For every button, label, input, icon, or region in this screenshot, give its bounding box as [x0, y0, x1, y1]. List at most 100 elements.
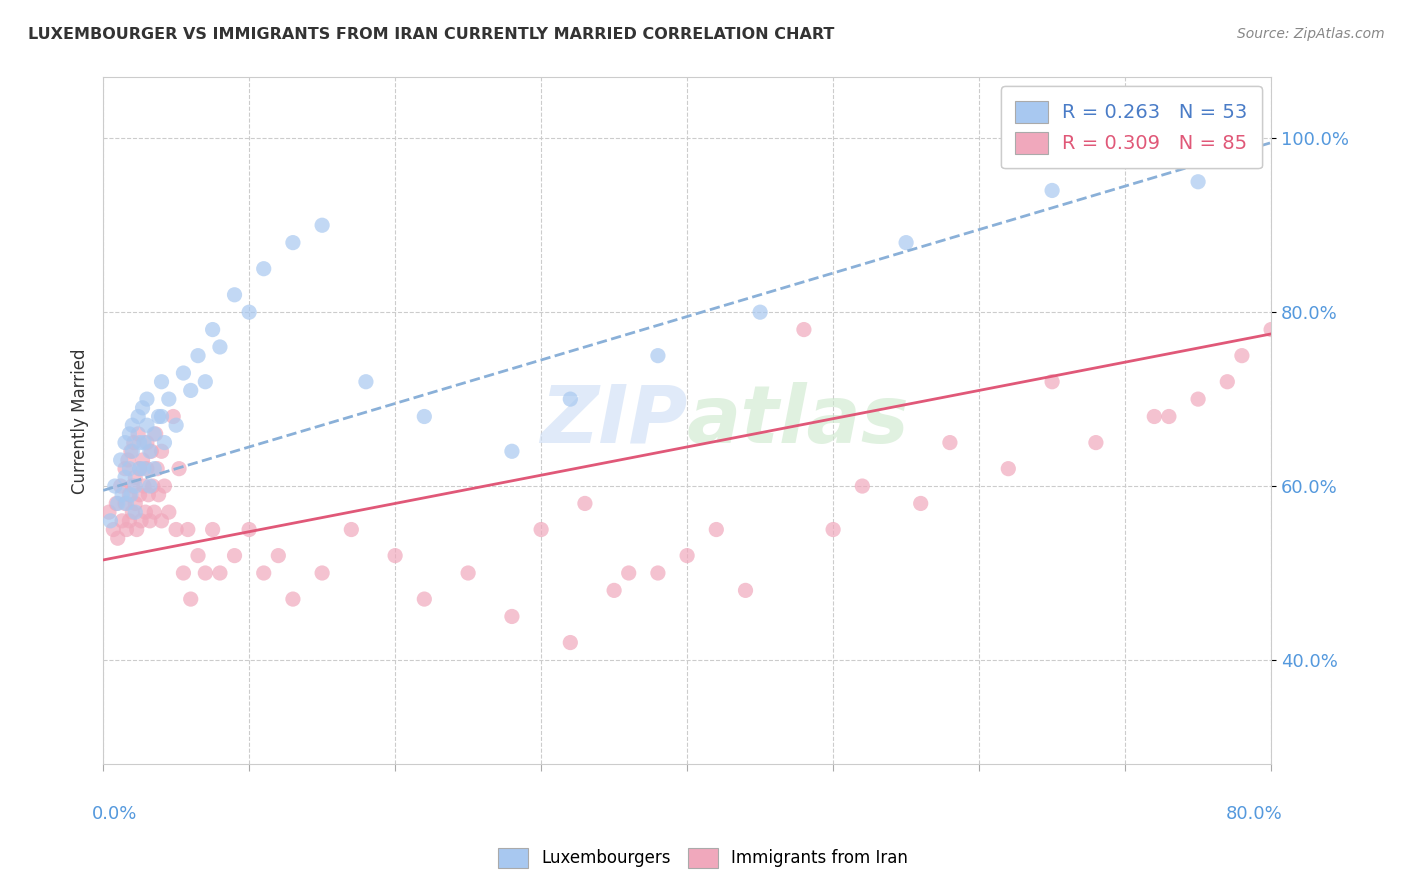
Point: [107, 496, 129, 510]
Point: [574, 496, 596, 510]
Point: [180, 592, 202, 607]
Point: [501, 444, 523, 458]
Y-axis label: Currently Married: Currently Married: [72, 348, 89, 493]
Point: [560, 635, 582, 649]
Point: [413, 592, 436, 607]
Point: [134, 505, 156, 519]
Point: [281, 592, 304, 607]
Point: [157, 505, 180, 519]
Point: [117, 453, 139, 467]
Point: [894, 235, 917, 250]
Point: [560, 392, 582, 406]
Point: [128, 435, 150, 450]
Point: [114, 435, 136, 450]
Point: [1143, 409, 1166, 424]
Point: [224, 549, 246, 563]
Point: [676, 549, 699, 563]
Point: [150, 409, 173, 424]
Point: [208, 566, 231, 580]
Text: 0.0%: 0.0%: [91, 805, 136, 823]
Point: [177, 523, 200, 537]
Text: ZIP: ZIP: [540, 382, 688, 460]
Point: [129, 514, 152, 528]
Point: [457, 566, 479, 580]
Point: [150, 444, 173, 458]
Point: [167, 461, 190, 475]
Point: [127, 426, 149, 441]
Point: [165, 523, 187, 537]
Point: [1230, 349, 1253, 363]
Point: [122, 435, 145, 450]
Point: [603, 583, 626, 598]
Point: [267, 549, 290, 563]
Text: atlas: atlas: [688, 382, 910, 460]
Point: [647, 566, 669, 580]
Point: [165, 418, 187, 433]
Point: [311, 219, 333, 233]
Point: [118, 461, 141, 475]
Point: [253, 261, 276, 276]
Point: [253, 566, 276, 580]
Point: [124, 470, 146, 484]
Point: [150, 514, 173, 528]
Legend: Luxembourgers, Immigrants from Iran: Luxembourgers, Immigrants from Iran: [492, 841, 914, 875]
Point: [1040, 184, 1063, 198]
Point: [194, 375, 217, 389]
Point: [124, 479, 146, 493]
Point: [118, 426, 141, 441]
Point: [114, 496, 136, 510]
Point: [131, 401, 153, 415]
Point: [201, 523, 224, 537]
Point: [136, 435, 159, 450]
Point: [734, 583, 756, 598]
Point: [100, 514, 122, 528]
Point: [1289, 287, 1312, 301]
Point: [384, 549, 406, 563]
Point: [793, 322, 815, 336]
Point: [143, 461, 166, 475]
Point: [238, 523, 260, 537]
Text: LUXEMBOURGER VS IMMIGRANTS FROM IRAN CURRENTLY MARRIED CORRELATION CHART: LUXEMBOURGER VS IMMIGRANTS FROM IRAN CUR…: [28, 27, 835, 42]
Point: [118, 488, 141, 502]
Point: [115, 523, 138, 537]
Point: [1084, 435, 1107, 450]
Point: [194, 566, 217, 580]
Point: [104, 479, 127, 493]
Point: [1216, 375, 1239, 389]
Point: [704, 523, 727, 537]
Point: [127, 409, 149, 424]
Point: [110, 453, 132, 467]
Point: [136, 461, 159, 475]
Point: [120, 444, 142, 458]
Point: [128, 461, 150, 475]
Point: [1187, 392, 1209, 406]
Point: [172, 566, 194, 580]
Point: [413, 409, 436, 424]
Point: [136, 392, 159, 406]
Point: [910, 496, 932, 510]
Point: [107, 531, 129, 545]
Point: [136, 418, 159, 433]
Text: Source: ZipAtlas.com: Source: ZipAtlas.com: [1237, 27, 1385, 41]
Point: [142, 479, 165, 493]
Point: [120, 488, 142, 502]
Point: [617, 566, 640, 580]
Point: [997, 461, 1019, 475]
Legend: R = 0.263   N = 53, R = 0.309   N = 85: R = 0.263 N = 53, R = 0.309 N = 85: [1001, 87, 1263, 169]
Point: [138, 488, 160, 502]
Point: [172, 366, 194, 380]
Point: [749, 305, 772, 319]
Point: [1260, 322, 1282, 336]
Point: [114, 470, 136, 484]
Point: [354, 375, 377, 389]
Point: [146, 461, 169, 475]
Point: [128, 461, 150, 475]
Point: [143, 505, 166, 519]
Point: [139, 479, 162, 493]
Point: [141, 444, 163, 458]
Point: [121, 444, 143, 458]
Point: [125, 523, 148, 537]
Point: [148, 488, 170, 502]
Point: [647, 349, 669, 363]
Point: [939, 435, 962, 450]
